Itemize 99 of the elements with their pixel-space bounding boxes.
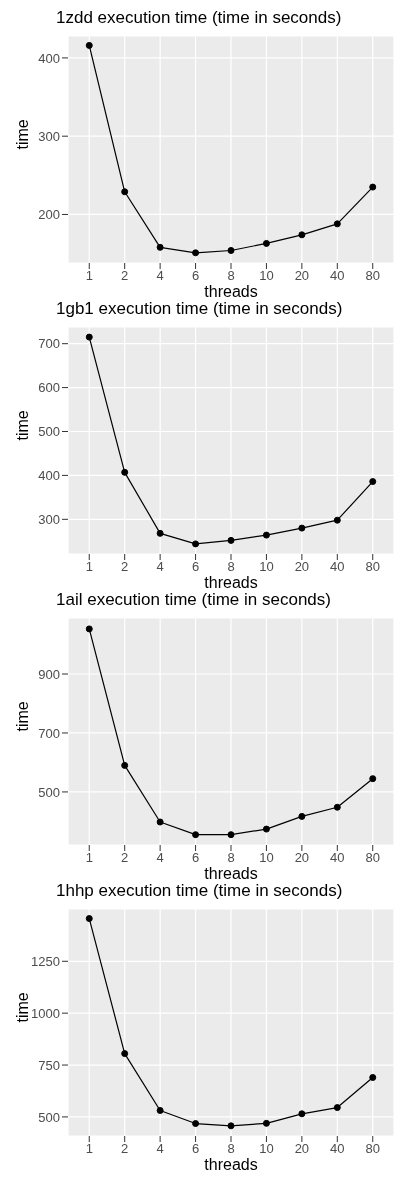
y-tick-label: 700	[38, 336, 60, 352]
y-tick-label: 1000	[31, 1005, 60, 1021]
y-axis-title: time	[13, 701, 31, 732]
x-tick-label: 20	[294, 1141, 310, 1157]
point	[262, 239, 270, 247]
point	[227, 536, 235, 544]
x-tick-label: 8	[227, 850, 235, 866]
y-tick-label: 500	[38, 784, 60, 800]
x-tick-label: 2	[121, 1141, 129, 1157]
chart-title: 1hhp execution time (time in seconds)	[55, 881, 344, 902]
x-tick-label: 10	[259, 1141, 274, 1157]
point	[121, 1050, 129, 1058]
point	[121, 468, 129, 476]
x-tick-label: 6	[191, 268, 200, 284]
point	[298, 524, 306, 532]
x-tick-label: 20	[294, 559, 310, 575]
chart-title: 1gb1 execution time (time in seconds)	[55, 299, 344, 320]
point	[192, 249, 200, 257]
point	[262, 531, 270, 539]
y-tick-label: 600	[38, 380, 60, 396]
x-tick-label: 10	[259, 850, 274, 866]
x-tick-label: 10	[259, 268, 274, 284]
point	[227, 831, 235, 839]
point	[298, 231, 306, 239]
x-tick-label: 4	[156, 268, 164, 284]
x-tick-label: 1	[85, 850, 93, 866]
point	[227, 246, 235, 254]
x-axis-title: threads	[204, 1156, 258, 1173]
x-tick-label: 1	[85, 559, 93, 575]
x-axis-title: threads	[204, 574, 258, 591]
y-tick-label: 300	[38, 128, 60, 144]
point	[298, 812, 306, 820]
y-tick-label: 1250	[31, 953, 60, 969]
point	[192, 831, 200, 839]
point	[192, 1120, 200, 1128]
x-tick-label: 80	[365, 850, 380, 866]
y-tick-label: 400	[38, 50, 60, 66]
y-tick-label: 500	[38, 1109, 60, 1125]
x-tick-label: 6	[191, 559, 200, 575]
y-tick-label: 750	[38, 1057, 60, 1073]
y-axis-title: time	[13, 410, 31, 441]
chart-title: 1zdd execution time (time in seconds)	[55, 8, 343, 29]
y-tick-label: 300	[38, 511, 60, 527]
x-tick-label: 40	[330, 1141, 345, 1157]
point	[262, 1119, 270, 1127]
point	[369, 775, 377, 783]
y-axis-title: time	[13, 119, 31, 150]
point	[121, 761, 129, 769]
x-tick-label: 2	[121, 559, 129, 575]
y-axis-title: time	[13, 992, 31, 1023]
point	[85, 915, 93, 923]
point	[156, 529, 164, 537]
point	[262, 825, 270, 833]
point	[333, 220, 341, 228]
x-tick-label: 80	[365, 559, 380, 575]
point	[227, 1122, 235, 1130]
x-tick-label: 1	[85, 268, 93, 284]
point	[333, 1104, 341, 1112]
x-tick-label: 4	[156, 850, 164, 866]
x-tick-label: 4	[156, 559, 164, 575]
point	[192, 540, 200, 548]
point	[298, 1110, 306, 1118]
x-tick-label: 6	[191, 1141, 200, 1157]
x-axis-title: threads	[204, 283, 258, 300]
y-tick-label: 700	[38, 725, 60, 741]
chart-title: 1ail execution time (time in seconds)	[55, 590, 332, 611]
y-tick-label: 900	[38, 666, 60, 682]
point	[85, 41, 93, 49]
x-tick-label: 4	[156, 1141, 164, 1157]
y-tick-label: 500	[38, 424, 60, 440]
point	[369, 183, 377, 191]
x-tick-label: 2	[121, 268, 129, 284]
x-tick-label: 2	[121, 850, 129, 866]
point	[121, 188, 129, 196]
x-tick-label: 8	[227, 559, 235, 575]
point	[156, 243, 164, 251]
x-tick-label: 8	[227, 268, 235, 284]
point	[85, 625, 93, 633]
point	[333, 516, 341, 524]
x-tick-label: 40	[330, 850, 345, 866]
point	[369, 478, 377, 486]
x-tick-label: 10	[259, 559, 274, 575]
point	[156, 818, 164, 826]
x-tick-label: 80	[365, 268, 380, 284]
x-tick-label: 6	[191, 850, 200, 866]
point	[333, 803, 341, 811]
x-tick-label: 20	[294, 850, 310, 866]
y-tick-label: 400	[38, 468, 60, 484]
x-tick-label: 8	[227, 1141, 235, 1157]
point	[369, 1073, 377, 1081]
x-tick-label: 40	[330, 268, 345, 284]
x-axis-title: threads	[204, 865, 258, 882]
y-tick-label: 200	[38, 207, 60, 223]
x-tick-label: 1	[85, 1141, 93, 1157]
x-tick-label: 80	[365, 1141, 380, 1157]
x-tick-label: 40	[330, 559, 345, 575]
x-tick-label: 20	[294, 268, 310, 284]
point	[156, 1106, 164, 1114]
point	[85, 333, 93, 341]
